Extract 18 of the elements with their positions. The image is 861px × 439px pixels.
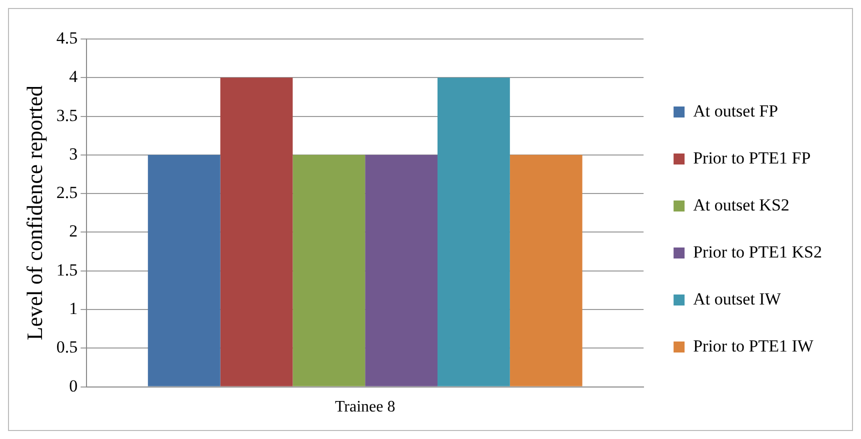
y-tick-label: 3.5 xyxy=(56,106,78,125)
legend-label: At outset KS2 xyxy=(693,195,790,214)
legend-label: At outset FP xyxy=(693,101,778,120)
y-tick-label: 1.5 xyxy=(56,260,78,280)
y-tick-label: 2.5 xyxy=(56,183,78,202)
y-tick-label: 4 xyxy=(69,67,78,86)
y-tick-label: 1 xyxy=(69,298,78,318)
y-axis-title: Level of confidence reported xyxy=(22,86,47,340)
legend-label: At outset IW xyxy=(693,289,782,308)
y-tick-label: 0 xyxy=(69,376,78,396)
legend-label: Prior to PTE1 KS2 xyxy=(693,242,822,262)
x-tick-label: Trainee 8 xyxy=(334,398,396,416)
y-tick-label: 4.5 xyxy=(56,28,78,48)
y-tick-label: 2 xyxy=(69,222,78,241)
y-tick-label: 3 xyxy=(69,144,78,164)
legend-label: Prior to PTE1 FP xyxy=(693,148,811,168)
legend-label: Prior to PTE1 IW xyxy=(693,336,814,356)
y-tick-label: 0.5 xyxy=(56,338,78,357)
